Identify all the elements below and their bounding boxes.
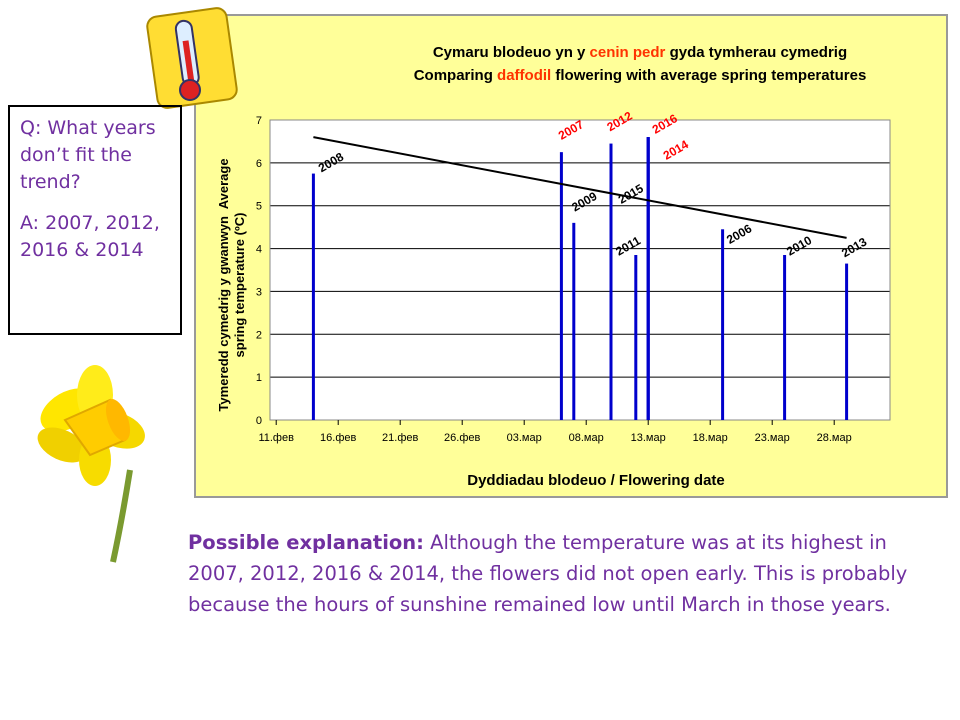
explanation-text: Although the temperature was at its high… [188,531,908,616]
bar [721,229,725,420]
x-tick-label: 23.мар [755,432,790,444]
thermometer-icon [146,7,238,109]
y-tick-label: 7 [256,115,262,127]
chart-title: Cymaru blodeuo yn y cenin pedr gyda tymh… [433,44,847,61]
x-axis-title: Dyddiadau blodeuo / Flowering date [467,472,725,489]
daffodil-image [37,365,145,563]
y-axis-title-line: spring temperature (ºC) [232,213,247,358]
y-tick-label: 0 [256,415,262,427]
y-axis-title: Tymeredd cymedrig y gwanwyn Averagesprin… [216,158,247,411]
y-tick-label: 1 [256,372,262,384]
title-part: daffodil [497,67,551,84]
x-tick-label: 08.мар [569,432,604,444]
y-tick-label: 2 [256,329,262,341]
x-tick-label: 03.мар [507,432,542,444]
x-tick-label: 21.фев [382,432,418,444]
title-part: Cymaru blodeuo yn y [433,44,590,61]
question-box: Q: What years don’t fit the trend? A: 20… [8,105,182,335]
x-tick-label: 28.мар [817,432,852,444]
bar [572,222,576,420]
bar [311,173,315,420]
x-tick-label: 16.фев [320,432,356,444]
bar [609,143,613,421]
y-tick-label: 3 [256,286,262,298]
y-tick-label: 5 [256,201,262,213]
y-tick-label: 4 [256,244,262,256]
explanation: Possible explanation: Although the tempe… [188,527,948,620]
answer: A: 2007, 2012, 2016 & 2014 [20,212,160,261]
plot-border [269,119,891,421]
title-part: Comparing [414,67,497,84]
chart-title: Comparing daffodil flowering with averag… [414,67,867,84]
y-tick-label: 6 [256,158,262,170]
bar [646,137,650,420]
explanation-label: Possible explanation: [188,531,424,554]
question: Q: What years don’t fit the trend? [20,117,156,193]
x-tick-label: 26.фев [444,432,480,444]
bar [634,255,638,420]
title-part: gyda tymherau cymedrig [665,44,847,61]
x-tick-label: 18.мар [693,432,728,444]
x-tick-label: 13.мар [631,432,666,444]
bar [559,152,563,420]
y-axis-title-line: Tymeredd cymedrig y gwanwyn Average [216,158,231,411]
bar [845,263,849,420]
x-tick-label: 11.фев [258,432,294,444]
trendline [313,136,847,239]
plot-area [270,120,890,420]
bar [783,255,787,420]
title-part: cenin pedr [590,44,666,61]
title-part: flowering with average spring temperatur… [551,67,866,84]
